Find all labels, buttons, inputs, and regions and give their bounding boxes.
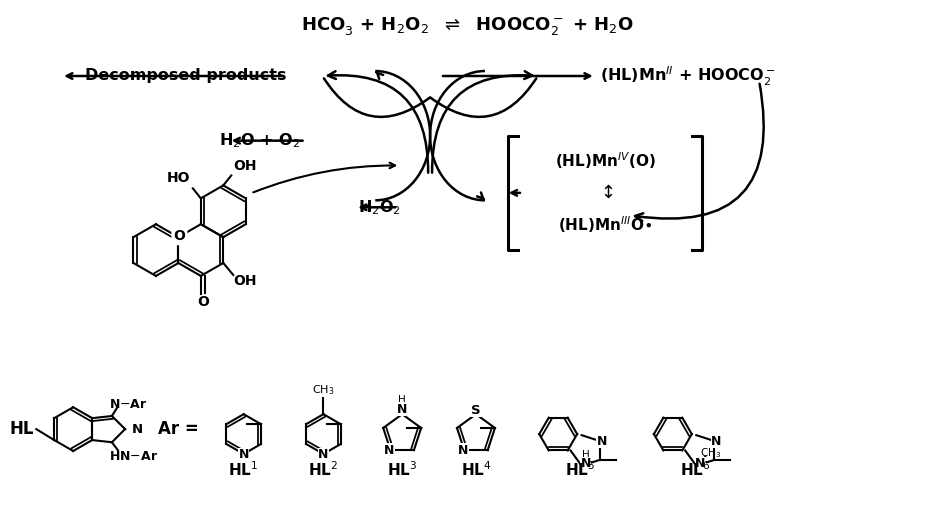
Text: HO: HO bbox=[167, 172, 191, 185]
Text: N: N bbox=[397, 403, 407, 416]
Text: N: N bbox=[580, 457, 591, 470]
Text: HCO$_3^{}$ + H$_2$O$_2$  $\rightleftharpoons$  HOOCO$_2^-$ + H$_2$O: HCO$_3^{}$ + H$_2$O$_2$ $\rightleftharpo… bbox=[301, 15, 633, 37]
Text: N: N bbox=[318, 448, 329, 461]
FancyArrowPatch shape bbox=[635, 83, 764, 221]
Text: N: N bbox=[695, 457, 705, 470]
FancyArrowPatch shape bbox=[432, 71, 532, 173]
Text: N: N bbox=[238, 448, 248, 461]
Text: HL$^1$: HL$^1$ bbox=[229, 460, 259, 479]
Text: CH$_3$: CH$_3$ bbox=[312, 383, 334, 397]
Text: HL$^6$: HL$^6$ bbox=[680, 460, 711, 479]
FancyArrowPatch shape bbox=[324, 78, 430, 117]
FancyArrowPatch shape bbox=[431, 78, 536, 117]
Text: OH: OH bbox=[234, 274, 257, 288]
Text: (HL)Mn$^{III}$O$\bullet$: (HL)Mn$^{III}$O$\bullet$ bbox=[558, 215, 652, 235]
Text: N: N bbox=[132, 423, 143, 436]
Text: Decomposed products: Decomposed products bbox=[85, 68, 287, 83]
Text: N$-$Ar: N$-$Ar bbox=[108, 397, 148, 411]
FancyArrowPatch shape bbox=[328, 71, 428, 173]
Text: N: N bbox=[384, 444, 395, 457]
Text: HL: HL bbox=[9, 420, 34, 438]
Text: HL$^4$: HL$^4$ bbox=[460, 460, 491, 479]
Text: S: S bbox=[471, 404, 481, 417]
Text: OH: OH bbox=[234, 159, 257, 173]
Text: N: N bbox=[711, 435, 721, 447]
Text: N: N bbox=[458, 444, 469, 457]
Text: H: H bbox=[398, 395, 406, 405]
Text: H: H bbox=[582, 450, 589, 460]
Text: H$_2$O$_2$: H$_2$O$_2$ bbox=[359, 198, 402, 217]
Text: N: N bbox=[597, 435, 607, 447]
Text: HL$^3$: HL$^3$ bbox=[387, 460, 417, 479]
Text: HL$^2$: HL$^2$ bbox=[308, 460, 339, 479]
Text: (HL)Mn$^{IV}$(O): (HL)Mn$^{IV}$(O) bbox=[555, 151, 656, 171]
Text: (HL)Mn$^{II}$ + HOOCO$_2^-$: (HL)Mn$^{II}$ + HOOCO$_2^-$ bbox=[600, 65, 775, 88]
Text: O: O bbox=[174, 229, 185, 243]
Text: $\updownarrow$: $\updownarrow$ bbox=[597, 184, 614, 202]
Text: Ar =: Ar = bbox=[159, 420, 199, 438]
Text: HL$^5$: HL$^5$ bbox=[565, 460, 596, 479]
Text: CH$_3$: CH$_3$ bbox=[700, 446, 721, 460]
Text: O: O bbox=[197, 295, 209, 309]
Text: HN$-$Ar: HN$-$Ar bbox=[109, 450, 159, 463]
Text: H$_2$O + O$_2$: H$_2$O + O$_2$ bbox=[219, 131, 301, 150]
